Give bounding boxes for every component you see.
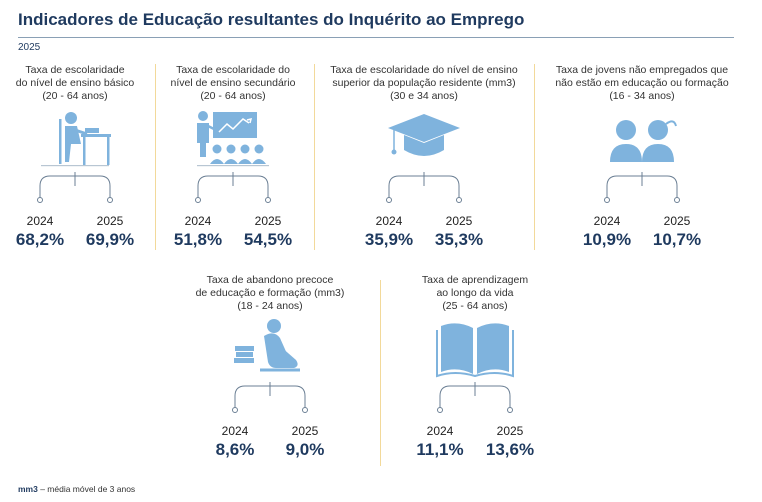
two-youths-icon bbox=[610, 120, 677, 162]
card-title: Taxa de escolaridade do nível de ensino … bbox=[15, 64, 135, 102]
indicator-card-tertiary: Taxa de escolaridade do nível de ensino … bbox=[330, 64, 517, 264]
value-b: 69,9% bbox=[85, 230, 135, 249]
comparison-bracket bbox=[37, 172, 113, 203]
separator bbox=[314, 64, 315, 250]
value-a: 11,1% bbox=[416, 440, 464, 459]
year-label-b: 2025 bbox=[291, 424, 319, 438]
card-title: Taxa de aprendizagem ao longo da vida (2… bbox=[421, 274, 529, 312]
value-a: 10,9% bbox=[582, 230, 632, 249]
comparison-bracket bbox=[195, 172, 271, 203]
year-label-b: 2025 bbox=[254, 214, 282, 228]
year-label-a: 2024 bbox=[184, 214, 212, 228]
value-a: 51,8% bbox=[173, 230, 223, 249]
year-label-b: 2025 bbox=[445, 214, 473, 228]
indicator-card-dropout: Taxa de abandono precoce de educação e f… bbox=[181, 274, 359, 474]
year-label-a: 2024 bbox=[375, 214, 403, 228]
footnote-text: – média móvel de 3 anos bbox=[37, 484, 136, 494]
indicator-card-basic: Taxa de escolaridade do nível de ensino … bbox=[0, 64, 164, 264]
comparison-bracket bbox=[386, 172, 462, 203]
value-b: 13,6% bbox=[485, 440, 535, 459]
indicator-card-lifelong-learning: Taxa de aprendizagem ao longo da vida (2… bbox=[386, 274, 564, 474]
open-book-icon bbox=[436, 323, 514, 378]
footnote: mm3 – média móvel de 3 anos bbox=[18, 484, 135, 494]
comparison-bracket bbox=[232, 382, 308, 413]
year-label-a: 2024 bbox=[426, 424, 454, 438]
comparison-bracket bbox=[604, 172, 680, 203]
indicator-card-secondary: Taxa de escolaridade do nível de ensino … bbox=[144, 64, 322, 264]
year-label-a: 2024 bbox=[221, 424, 249, 438]
page-title: Indicadores de Educação resultantes do I… bbox=[18, 10, 525, 29]
value-b: 10,7% bbox=[652, 230, 702, 249]
year-label-b: 2025 bbox=[96, 214, 124, 228]
separator bbox=[155, 64, 156, 250]
year-label-b: 2025 bbox=[663, 214, 691, 228]
sitting-person-books-icon bbox=[234, 319, 300, 372]
title-rule bbox=[18, 37, 734, 38]
year-label-a: 2024 bbox=[26, 214, 54, 228]
year-label-a: 2024 bbox=[593, 214, 621, 228]
indicator-card-neet: Taxa de jovens não empregados que não es… bbox=[553, 64, 731, 264]
card-title: Taxa de escolaridade do nível de ensino … bbox=[330, 64, 518, 102]
graduation-cap-icon bbox=[388, 114, 460, 156]
footnote-abbr: mm3 bbox=[18, 484, 38, 494]
card-title: Taxa de escolaridade do nível de ensino … bbox=[170, 64, 296, 102]
teacher-classroom-icon bbox=[197, 111, 269, 167]
comparison-bracket bbox=[437, 382, 513, 413]
value-a: 8,6% bbox=[215, 440, 255, 459]
value-a: 35,9% bbox=[364, 230, 414, 249]
value-b: 9,0% bbox=[285, 440, 325, 459]
separator bbox=[534, 64, 535, 250]
report-year: 2025 bbox=[18, 42, 41, 53]
value-a: 68,2% bbox=[15, 230, 65, 249]
year-label-b: 2025 bbox=[496, 424, 524, 438]
value-b: 54,5% bbox=[243, 230, 293, 249]
student-desk-icon bbox=[41, 112, 111, 167]
value-b: 35,3% bbox=[434, 230, 484, 249]
card-title: Taxa de jovens não empregados que não es… bbox=[555, 64, 729, 102]
card-title: Taxa de abandono precoce de educação e f… bbox=[195, 274, 345, 312]
separator bbox=[380, 280, 381, 466]
